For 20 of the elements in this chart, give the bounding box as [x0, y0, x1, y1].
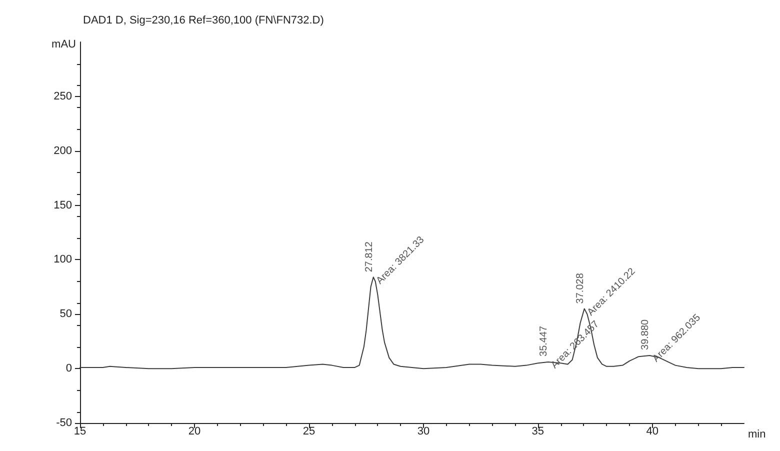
x-tick-label: 30 — [417, 426, 430, 438]
y-tick-label: -50 — [56, 417, 72, 429]
y-tick-label: 50 — [60, 308, 72, 320]
annotation: 37.028 — [574, 272, 586, 304]
x-tick-label: 25 — [302, 426, 316, 438]
annotation: 35.447 — [538, 325, 550, 356]
y-tick-label: 150 — [54, 199, 72, 212]
x-tick-label: 40 — [646, 426, 659, 438]
chart-title: DAD1 D, Sig=230,16 Ref=360,100 (FN\FN732.D) — [83, 14, 324, 26]
x-tick-label: 35 — [532, 426, 544, 438]
y-tick-label: 200 — [54, 144, 72, 157]
x-tick-label: 15 — [74, 426, 86, 438]
y-tick-label: 0 — [66, 362, 72, 375]
x-tick-label: 20 — [188, 426, 201, 438]
y-axis-title: mAU — [52, 38, 76, 50]
annotation: 39.880 — [640, 318, 652, 350]
y-tick-label: 250 — [54, 90, 72, 102]
y-tick-label: 100 — [54, 254, 72, 266]
annotation: 27.812 — [364, 241, 375, 272]
x-axis-title: min — [748, 428, 766, 440]
